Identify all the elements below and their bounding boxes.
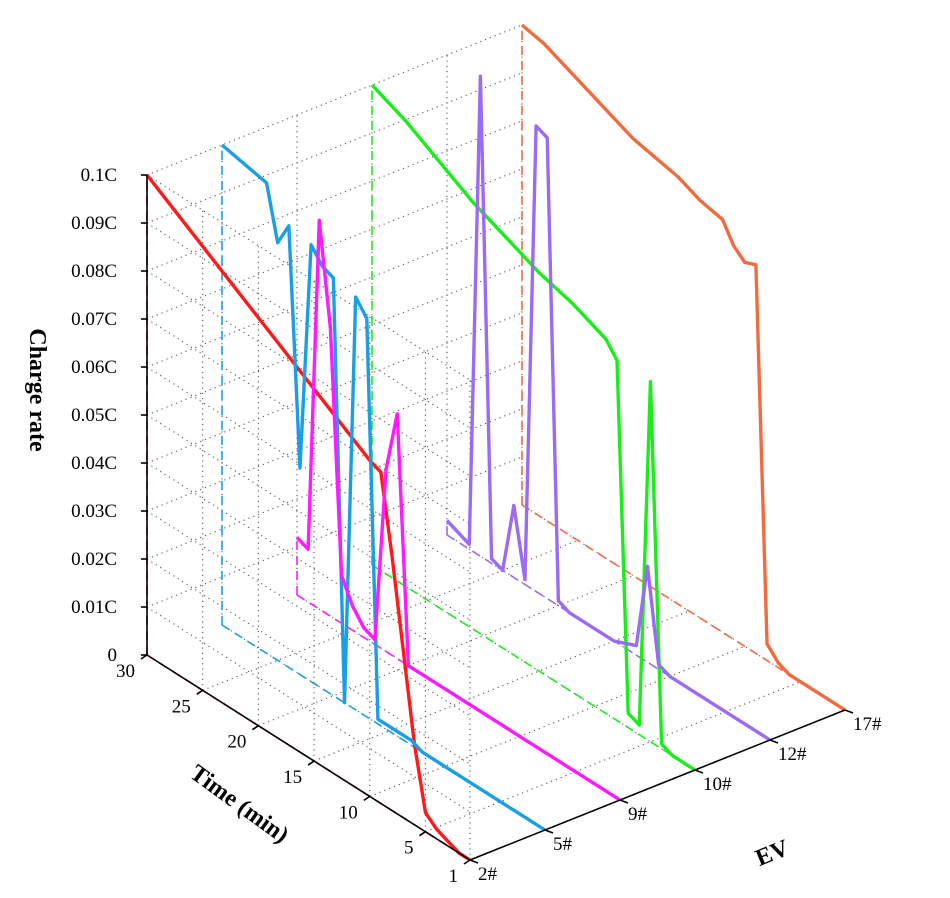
- grid-line: [146, 24, 523, 176]
- z-tick-label: 0.04C: [71, 453, 117, 474]
- ev-tick-label: 9#: [628, 804, 648, 825]
- z-tick-label: 0.08C: [71, 261, 117, 282]
- z-tick-label: 0.09C: [71, 213, 117, 234]
- time-tick: [363, 795, 371, 802]
- series-line: [520, 23, 846, 712]
- x-axis-title: Time (min): [185, 760, 293, 849]
- z-tick-label: 0.03C: [71, 501, 117, 522]
- ev-tick-label: 10#: [703, 774, 732, 795]
- ev-tick-label: 12#: [778, 744, 807, 765]
- series-line: [145, 173, 471, 862]
- ev-tick: [544, 829, 554, 834]
- ev-axis-line: [469, 709, 846, 861]
- time-tick: [140, 654, 148, 660]
- z-tick-label: 0.06C: [71, 357, 117, 378]
- series-line: [370, 83, 696, 772]
- ev-tick: [769, 739, 779, 744]
- grid-line: [258, 575, 634, 727]
- z-tick-label: 0.02C: [71, 549, 117, 570]
- series-lines: [145, 23, 846, 862]
- time-tick-label: 15: [283, 767, 302, 788]
- ev-tick: [619, 799, 629, 804]
- grid-line: [146, 456, 523, 608]
- series-line: [220, 143, 546, 832]
- z-tick-label: 0.01C: [71, 597, 117, 618]
- time-tick-label: 25: [172, 696, 191, 717]
- z-tick-label: 0.07C: [71, 309, 117, 330]
- ev-tick-label: 2#: [478, 864, 498, 885]
- axes: [140, 174, 854, 865]
- time-tick-label: 10: [339, 802, 358, 823]
- series-floor-line: [371, 564, 696, 771]
- ev-tick: [844, 709, 854, 714]
- grid-line: [146, 558, 471, 765]
- ev-tick: [694, 769, 704, 774]
- time-tick: [196, 689, 204, 696]
- time-tick-label: 20: [227, 732, 246, 753]
- grid-line: [146, 72, 523, 224]
- grid-line: [369, 645, 745, 797]
- ev-tick: [469, 859, 479, 864]
- z-tick-label: 0.05C: [71, 405, 117, 426]
- series-line: [295, 218, 621, 802]
- time-tick-label: 5: [404, 838, 414, 859]
- time-tick-label: 30: [116, 661, 135, 682]
- time-tick: [251, 725, 259, 731]
- ev-tick-label: 17#: [853, 714, 882, 735]
- grid-line: [425, 681, 801, 833]
- time-tick: [307, 760, 315, 766]
- z-tick-label: 0.1C: [81, 165, 117, 186]
- series-line: [445, 74, 771, 742]
- time-axis-line: [146, 654, 471, 861]
- grid-lines: [146, 24, 846, 861]
- time-tick-label: 1: [449, 866, 459, 887]
- time-tick: [463, 859, 471, 865]
- grid-line: [371, 564, 696, 771]
- y-axis-title: EV: [752, 835, 793, 872]
- z-tick-label: 0: [108, 645, 118, 666]
- ev-tick-label: 5#: [553, 834, 573, 855]
- drop-lines: [146, 25, 846, 861]
- z-axis-title: Charge rate: [24, 328, 50, 452]
- time-tick: [419, 831, 426, 837]
- tick-labels: 0 0.01C 0.02C 0.03C 0.04C 0.05C 0.06C 0.07C 0.08…: [71, 165, 882, 887]
